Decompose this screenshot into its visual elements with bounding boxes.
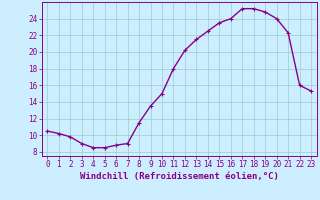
X-axis label: Windchill (Refroidissement éolien,°C): Windchill (Refroidissement éolien,°C) — [80, 172, 279, 181]
